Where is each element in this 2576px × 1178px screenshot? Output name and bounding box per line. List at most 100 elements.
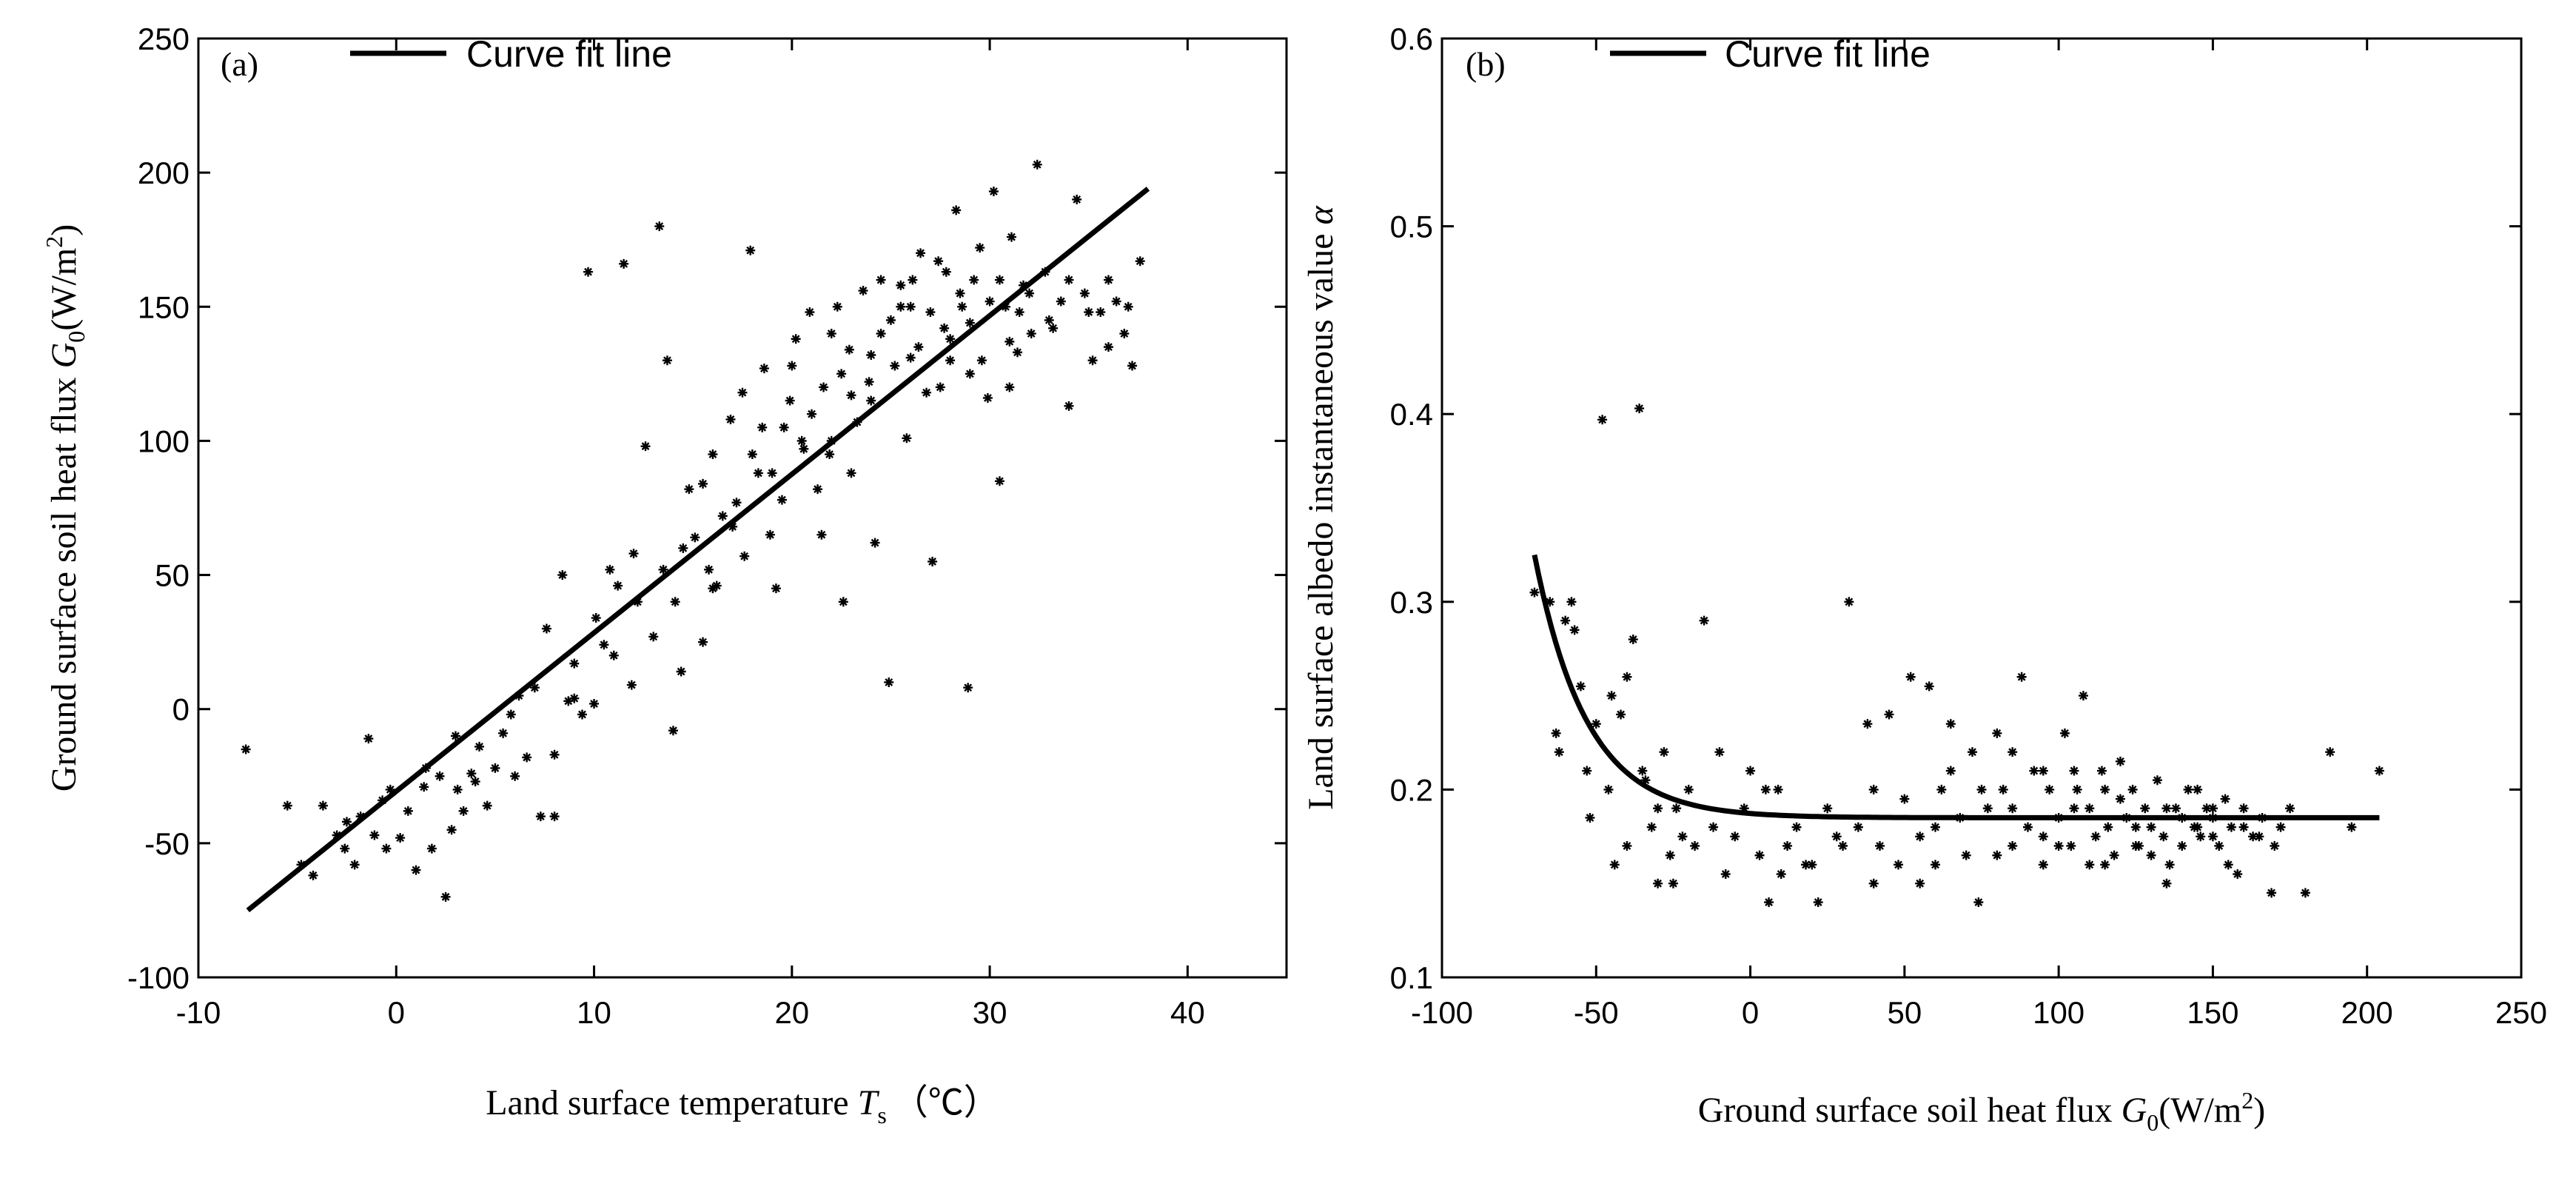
- panel-a-data-point: [490, 763, 500, 773]
- panel-b-data-point: [1875, 840, 1885, 851]
- panel-b-data-point: [1764, 897, 1774, 908]
- panel-a-data-point: [1084, 307, 1094, 318]
- panel-a-data-point: [902, 433, 912, 444]
- panel-b-data-point: [2177, 840, 2187, 851]
- panel-a-data-point: [1004, 382, 1015, 392]
- panel-b-data-point: [2183, 784, 2193, 794]
- panel-b-y-tick-label: 0.1: [1390, 960, 1433, 995]
- panel-b-data-point: [1622, 672, 1632, 682]
- panel-b-data-point: [1813, 897, 1823, 908]
- panel-a-data-point: [945, 355, 956, 366]
- panel-a-data-point: [779, 422, 789, 432]
- panel-b-data-point: [1998, 784, 2008, 794]
- panel-a-data-point: [676, 666, 686, 677]
- panel-b-data-point: [2078, 691, 2088, 701]
- panel-b-data-point: [1915, 831, 1925, 842]
- panel-b-data-point: [2045, 784, 2055, 794]
- panel-b-data-point: [2059, 728, 2070, 738]
- panel-a-data-point: [241, 744, 251, 754]
- panel-a-data-point: [426, 843, 437, 854]
- panel-b-data-point: [1838, 840, 1848, 851]
- panel-b-data-point: [2254, 831, 2264, 842]
- panel-a-data-point: [1064, 401, 1074, 411]
- panel-b-data-point: [1822, 803, 1833, 814]
- panel-b-data-point: [1760, 784, 1771, 794]
- panel-b-y-axis-label: Land surface albedo instantaneous value …: [1301, 205, 1341, 809]
- panel-a-data-point: [549, 749, 560, 760]
- panel-a-data-point: [905, 352, 916, 363]
- panel-b-x-tick-label: 0: [1742, 995, 1759, 1030]
- panel-a-data-point: [846, 468, 856, 478]
- panel-a-plot-frame: [197, 37, 1288, 979]
- panel-a-data-point: [654, 221, 665, 232]
- panel-a-data-point: [308, 870, 318, 880]
- panel-b-x-axis-label: Ground surface soil heat flux G0(W/m2): [1698, 1087, 2265, 1136]
- panel-b-data-point: [1671, 803, 1682, 814]
- panel-a-legend-label: Curve fit line: [466, 33, 672, 75]
- panel-b-data-point: [1992, 728, 2002, 738]
- panel-a-data-point: [662, 355, 672, 366]
- panel-b-data-point: [1899, 794, 1910, 804]
- panel-a-data-point: [965, 369, 975, 379]
- panel-b-data-point: [2207, 831, 2218, 842]
- panel-b-data-point: [1609, 860, 1620, 870]
- panel-a-data-point: [440, 891, 451, 902]
- panel-a-data-point: [796, 435, 807, 446]
- panel-b-data-point: [1699, 615, 1709, 626]
- panel-b-data-point: [2238, 822, 2249, 832]
- panel-a-data-point: [1056, 296, 1066, 307]
- panel-b-data-point: [2152, 775, 2162, 786]
- panel-a-data-point: [905, 301, 916, 312]
- panel-b-data-point: [1730, 831, 1740, 842]
- panel-a-data-point: [1123, 301, 1133, 312]
- panel-b-y-tick-label: 0.4: [1390, 397, 1433, 432]
- panel-a-data-point: [928, 556, 938, 566]
- panel-b-data-point: [1569, 625, 1580, 635]
- panel-a-data-point: [816, 529, 827, 540]
- panel-b-data-point: [1560, 615, 1571, 626]
- panel-b-data-point: [1973, 897, 1984, 908]
- panel-a-data-point: [885, 315, 896, 325]
- panel-a-data-point: [411, 865, 421, 875]
- panel-a-data-point: [945, 334, 956, 344]
- panel-a-y-tick-label: 150: [138, 290, 189, 324]
- panel-a-data-point: [711, 580, 722, 591]
- panel-a-data-point: [805, 307, 815, 318]
- panel-b-data-point: [1868, 784, 1879, 794]
- panel-b-data-point: [2300, 888, 2310, 898]
- panel-b-data-point: [1616, 709, 1626, 720]
- panel-a-data-point: [363, 734, 374, 744]
- panel-b-data-point: [1690, 840, 1700, 851]
- panel-b-x-tick-label: 150: [2187, 995, 2238, 1030]
- panel-b-x-tick-label: 250: [2495, 995, 2547, 1030]
- panel-a-data-point: [963, 683, 973, 693]
- panel-a-data-point: [866, 349, 876, 360]
- panel-b-data-point: [2115, 794, 2125, 804]
- panel-b-data-point: [2084, 803, 2095, 814]
- panel-a-data-point: [563, 696, 574, 706]
- panel-a-data-point: [785, 395, 795, 406]
- panel-a-data-point: [1087, 355, 1098, 366]
- panel-a-data-point: [896, 280, 906, 290]
- panel-b-data-point: [1720, 869, 1731, 880]
- panel-b-data-point: [2193, 784, 2203, 794]
- panel-b-data-point: [1551, 728, 1561, 738]
- panel-a-y-axis-label: Ground surface soil heat flux G0(W/m2): [41, 224, 90, 792]
- panel-b-data-point: [1931, 822, 1941, 832]
- panel-b-data-point: [1606, 691, 1617, 701]
- panel-a-y-tick-label: 50: [155, 558, 189, 593]
- panel-a-data-point: [395, 833, 406, 843]
- panel-a-data-point: [844, 344, 854, 355]
- panel-a-data-point: [510, 771, 520, 781]
- panel-a-data-point: [1111, 296, 1121, 307]
- panel-a-data-point: [591, 613, 601, 623]
- panel-b-y-tick-label: 0.5: [1390, 210, 1433, 244]
- panel-b-label: (b): [1466, 45, 1506, 83]
- panel-b-data-point: [1603, 784, 1614, 794]
- panel-a-data-point: [870, 538, 880, 548]
- panel-b-data-point: [2164, 860, 2175, 870]
- panel-a-data-point: [941, 267, 951, 277]
- panel-b-data-point: [2103, 822, 2113, 832]
- panel-a-data-point: [1019, 280, 1029, 290]
- panel-b-data-point: [1677, 831, 1688, 842]
